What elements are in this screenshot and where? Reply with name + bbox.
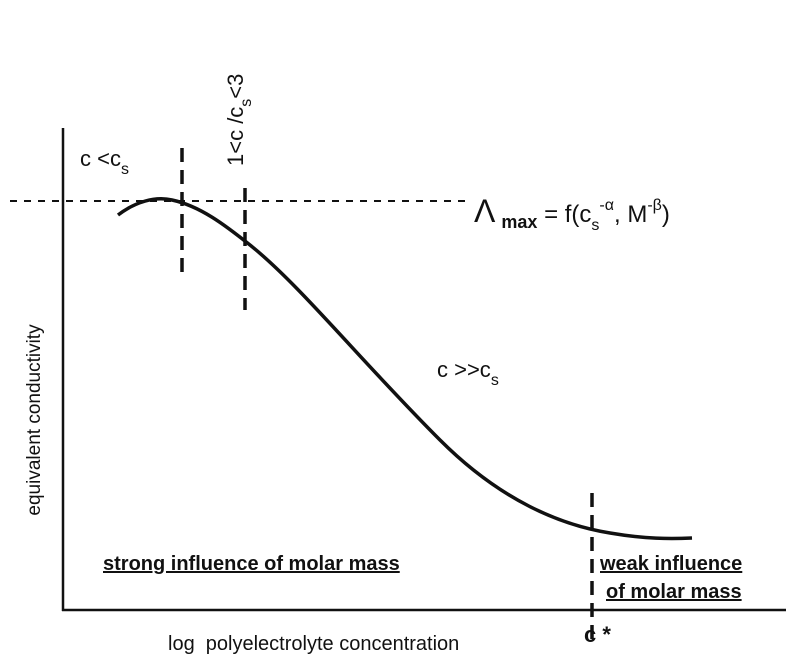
influence-label: weak influence: [599, 553, 742, 575]
region-label: 1<c /cs<3: [223, 74, 255, 166]
text: = f(c: [537, 201, 591, 228]
critical-label: c *: [584, 622, 611, 647]
superscript: -α: [599, 197, 614, 214]
influence-label: strong influence of molar mass: [103, 553, 400, 575]
influence-label: of molar mass: [606, 581, 742, 603]
text: ): [662, 201, 670, 228]
curve: [116, 197, 693, 541]
subscript: s: [491, 372, 499, 389]
text: <3: [223, 74, 248, 99]
text: c >>c: [437, 357, 491, 382]
y-axis-label: equivalent conductivity: [24, 324, 45, 516]
subscript: s: [591, 217, 599, 234]
text: c <c: [80, 146, 121, 171]
text: , M: [614, 201, 647, 228]
x-axis-label: log polyelectrolyte concentration: [168, 633, 459, 655]
symbol: Λ: [474, 193, 496, 229]
subscript: s: [238, 99, 255, 107]
subscript: max: [501, 212, 537, 232]
region-label: c >>cs: [437, 357, 499, 389]
subscript: s: [121, 161, 129, 178]
region-label: c <cs: [80, 146, 129, 178]
text: 1<c /c: [223, 107, 248, 166]
superscript: -β: [647, 197, 662, 214]
